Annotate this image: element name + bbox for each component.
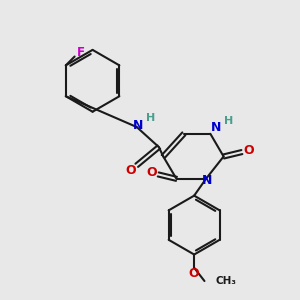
Text: N: N	[211, 122, 221, 134]
Text: H: H	[146, 112, 155, 123]
Text: O: O	[189, 267, 200, 280]
Text: CH₃: CH₃	[216, 276, 237, 286]
Text: N: N	[202, 174, 213, 187]
Text: O: O	[243, 144, 254, 157]
Text: H: H	[224, 116, 233, 126]
Text: N: N	[133, 119, 144, 132]
Text: O: O	[146, 167, 157, 179]
Text: O: O	[125, 164, 136, 177]
Text: F: F	[77, 46, 85, 59]
